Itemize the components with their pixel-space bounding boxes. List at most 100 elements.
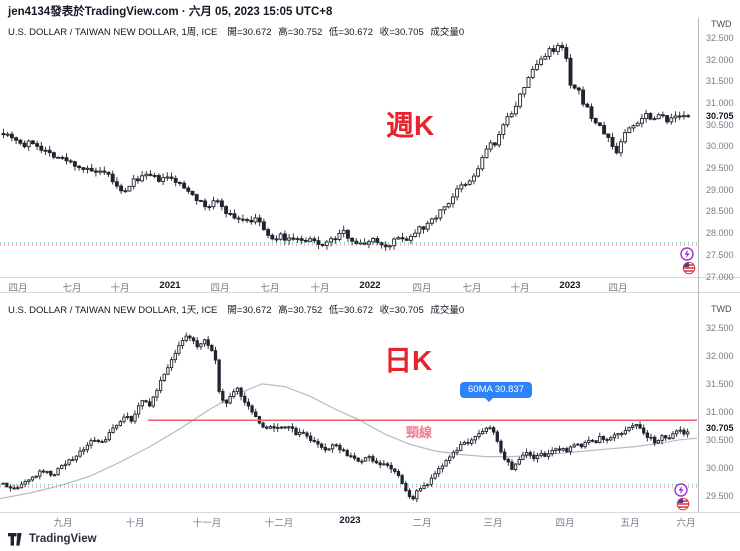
candle-down <box>96 439 101 442</box>
price-tick-label: 32.000 <box>706 54 734 65</box>
candle-down <box>147 401 152 407</box>
candle-up <box>16 487 20 490</box>
candle-down <box>491 427 496 433</box>
candle-down <box>246 401 251 407</box>
candle-down <box>581 89 586 105</box>
candle-up <box>71 459 75 462</box>
candle-down <box>47 149 52 154</box>
candle-down <box>64 157 69 162</box>
candle-down <box>148 173 153 176</box>
candle-down <box>245 219 250 222</box>
candle-up <box>505 116 510 126</box>
candle-down <box>5 482 9 488</box>
time-tick-label: 四月 <box>210 283 230 294</box>
candle-down <box>312 440 316 442</box>
candle-down <box>323 446 327 451</box>
ohlc-values: 開=30.672 高=30.752 低=30.672 收=30.705 成交量0 <box>227 27 465 38</box>
candle-down <box>341 449 346 452</box>
neckline-annotation: 頸線 <box>406 425 433 440</box>
candle-up <box>488 427 492 430</box>
candle-up <box>371 238 376 243</box>
daily-chart-title: U.S. DOLLAR / TAIWAN NEW DOLLAR, 1天, ICE… <box>8 302 464 316</box>
candle-down <box>272 426 276 429</box>
candle-up <box>618 141 623 154</box>
candle-down <box>506 458 510 463</box>
candle-down <box>206 339 210 346</box>
candle-up <box>513 463 518 470</box>
time-tick-label: 七月 <box>462 283 482 294</box>
weekly-candlestick-plot <box>0 42 697 251</box>
candle-down <box>614 145 619 154</box>
candle-up <box>521 454 525 460</box>
candle-up <box>459 184 464 190</box>
price-tick-label: 28.000 <box>706 228 734 239</box>
candle-down <box>379 242 384 246</box>
candle-down <box>265 426 269 429</box>
time-tick-label: 四月 <box>8 283 28 294</box>
candle-up <box>609 437 613 441</box>
candle-up <box>417 226 422 234</box>
candle-down <box>602 124 607 135</box>
currency-label: TWD <box>711 19 732 29</box>
candle-down <box>404 238 409 241</box>
candle-up <box>433 473 437 479</box>
candle-up <box>546 453 551 457</box>
candle-up <box>34 475 38 478</box>
candle-up <box>158 380 163 391</box>
candle-up <box>652 118 657 121</box>
candle-up <box>330 444 335 450</box>
candle-up <box>111 427 115 433</box>
candle-down <box>203 200 208 208</box>
candle-up <box>639 118 644 124</box>
candle-down <box>466 441 470 444</box>
candle-down <box>156 175 161 182</box>
tradingview-footer-link[interactable]: TradingView <box>8 531 97 547</box>
candle-up <box>74 455 79 461</box>
candle-down <box>291 237 296 240</box>
candle-up <box>38 470 42 477</box>
candle-down <box>374 460 379 464</box>
candle-down <box>190 190 195 196</box>
candle-down <box>345 229 350 239</box>
candle-down <box>557 448 562 451</box>
candle-down <box>605 438 609 441</box>
candle-up <box>576 443 580 446</box>
symbol-title: U.S. DOLLAR / TAIWAN NEW DOLLAR, 1天, ICE <box>8 305 218 316</box>
candle-up <box>308 238 313 242</box>
candle-up <box>140 175 145 182</box>
candle-down <box>620 433 624 435</box>
candle-down <box>677 115 682 118</box>
candle-up <box>480 157 485 170</box>
time-tick-label: 十月 <box>125 518 145 529</box>
candle-up <box>425 222 430 230</box>
candle-down <box>236 217 241 220</box>
candle-up <box>60 465 64 469</box>
candle-down <box>338 444 342 451</box>
candle-up <box>554 448 558 451</box>
candle-down <box>215 200 220 203</box>
candle-down <box>210 345 214 352</box>
price-tick-label: 32.500 <box>706 32 734 43</box>
candle-down <box>532 454 536 460</box>
candle-down <box>30 140 35 145</box>
candle-down <box>60 156 65 159</box>
candle-up <box>429 477 434 485</box>
candle-up <box>78 450 82 457</box>
candle-down <box>568 57 573 86</box>
candle-up <box>513 105 518 115</box>
candle-down <box>129 416 133 422</box>
candle-down <box>266 229 271 236</box>
current-price-label: 30.705 <box>706 110 734 121</box>
candle-up <box>462 441 467 445</box>
candle-up <box>89 440 93 446</box>
candle-down <box>8 486 13 489</box>
candle-down <box>648 113 653 120</box>
candle-down <box>411 496 415 500</box>
candle-up <box>228 396 232 404</box>
candle-down <box>43 149 48 152</box>
candle-up <box>396 237 401 240</box>
candle-up <box>488 142 493 150</box>
candle-up <box>151 396 155 407</box>
candle-up <box>418 488 423 492</box>
candle-down <box>305 432 309 437</box>
